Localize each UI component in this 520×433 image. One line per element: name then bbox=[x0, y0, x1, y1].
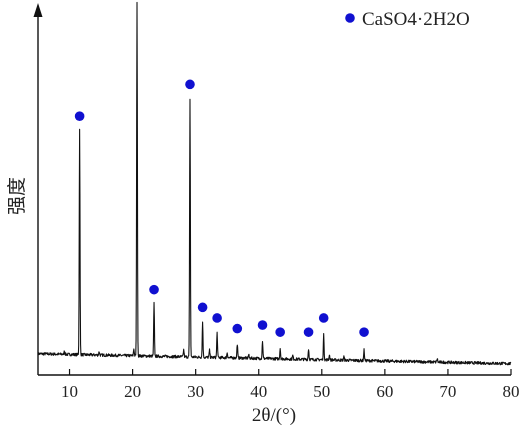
x-tick-label: 40 bbox=[250, 382, 267, 401]
legend-marker bbox=[345, 13, 355, 23]
x-axis-label: 2θ/(°) bbox=[252, 405, 296, 426]
x-tick-label: 60 bbox=[376, 382, 393, 401]
x-tick-label: 10 bbox=[61, 382, 78, 401]
peak-marker bbox=[74, 111, 85, 121]
x-tick-label: 30 bbox=[187, 382, 204, 401]
xrd-pattern-line bbox=[37, 1, 512, 366]
peak-marker bbox=[185, 79, 195, 90]
peak-marker bbox=[232, 323, 243, 334]
x-tick-label: 20 bbox=[124, 382, 141, 401]
peak-marker bbox=[197, 302, 208, 313]
x-ticks bbox=[68, 369, 512, 375]
legend: CaSO4·2H2O bbox=[345, 9, 470, 30]
peak-marker bbox=[257, 320, 268, 330]
x-tick-label: 80 bbox=[503, 382, 520, 401]
y-axis-label: 强度 bbox=[6, 177, 28, 215]
peak-marker bbox=[149, 284, 159, 295]
peak-marker bbox=[275, 327, 285, 337]
legend-label: CaSO4·2H2O bbox=[362, 9, 470, 30]
x-tick-label: 70 bbox=[439, 382, 456, 401]
x-tick-labels: 10 20 30 40 50 60 70 80 bbox=[61, 382, 519, 401]
x-tick-label: 50 bbox=[313, 382, 330, 401]
peak-marker bbox=[303, 327, 314, 337]
peak-marker bbox=[212, 313, 222, 323]
y-axis-arrow bbox=[33, 3, 43, 17]
peak-marker bbox=[359, 327, 369, 337]
peak-markers bbox=[74, 79, 369, 337]
peak-marker bbox=[318, 313, 329, 323]
